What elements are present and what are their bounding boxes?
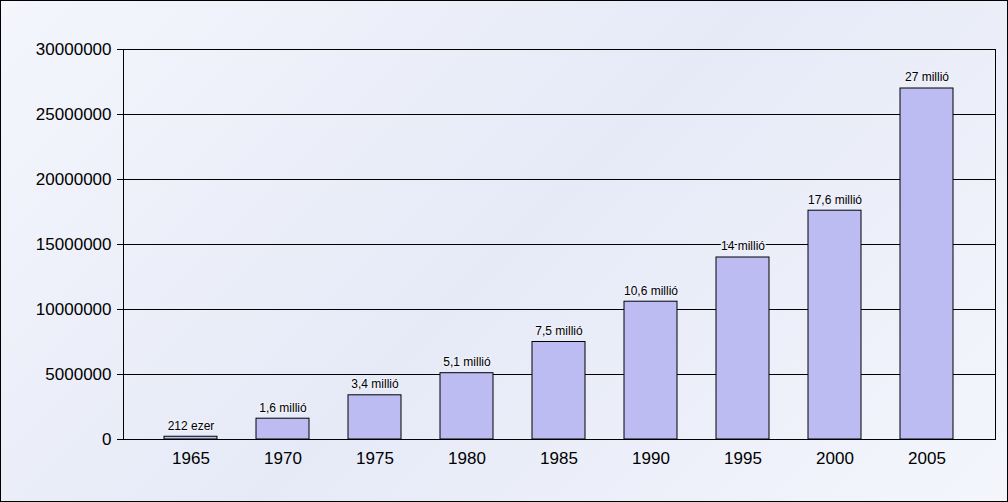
- svg-text:17,6 millió: 17,6 millió: [808, 193, 862, 207]
- svg-text:1995: 1995: [724, 449, 762, 468]
- svg-text:3,4 millió: 3,4 millió: [351, 377, 399, 391]
- svg-text:5000000: 5000000: [45, 365, 111, 384]
- svg-text:1990: 1990: [632, 449, 670, 468]
- svg-text:10,6 millió: 10,6 millió: [624, 284, 678, 298]
- svg-text:1970: 1970: [264, 449, 302, 468]
- svg-text:2005: 2005: [908, 449, 946, 468]
- svg-text:27 millió: 27 millió: [905, 70, 949, 84]
- svg-text:2000: 2000: [816, 449, 854, 468]
- svg-text:5,1 millió: 5,1 millió: [443, 355, 491, 369]
- svg-text:20000000: 20000000: [36, 170, 112, 189]
- svg-text:0: 0: [102, 430, 111, 449]
- svg-text:1980: 1980: [448, 449, 486, 468]
- svg-text:25000000: 25000000: [36, 105, 112, 124]
- svg-text:1965: 1965: [172, 449, 210, 468]
- svg-text:14 millió: 14 millió: [721, 239, 765, 253]
- svg-text:7,5 millió: 7,5 millió: [535, 324, 583, 338]
- svg-text:1,6 millió: 1,6 millió: [259, 401, 307, 415]
- svg-text:1985: 1985: [540, 449, 578, 468]
- svg-text:30000000: 30000000: [36, 40, 112, 59]
- svg-text:15000000: 15000000: [36, 235, 112, 254]
- svg-text:10000000: 10000000: [36, 300, 112, 319]
- svg-text:1975: 1975: [356, 449, 394, 468]
- svg-text:212 ezer: 212 ezer: [168, 419, 215, 433]
